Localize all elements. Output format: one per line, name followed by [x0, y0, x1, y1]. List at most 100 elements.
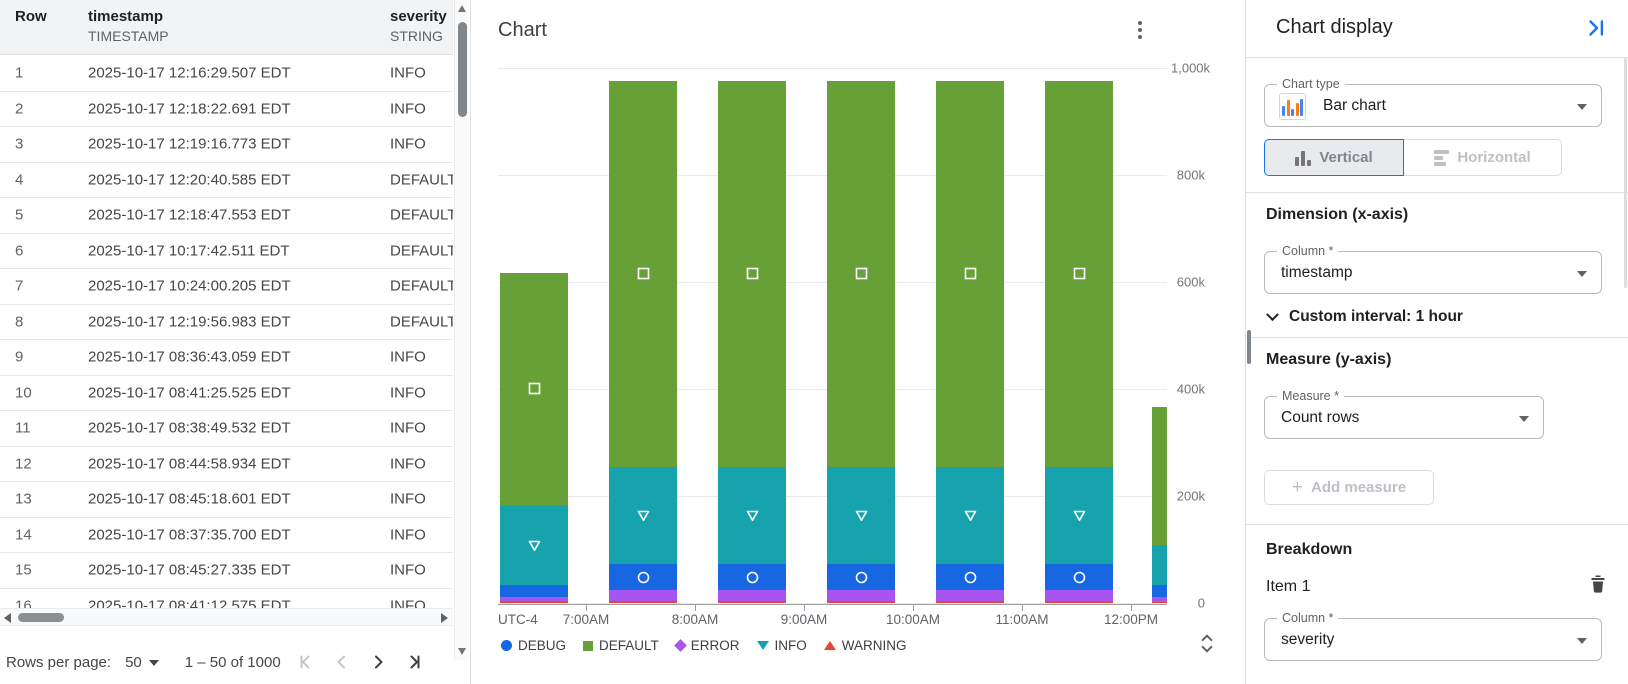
gridline — [498, 282, 1167, 283]
cell-row-number: 7 — [15, 277, 24, 295]
bar-segment-debug — [1152, 585, 1167, 598]
scroll-left-arrow-icon[interactable] — [4, 613, 11, 623]
y-axis-tick-label: 200k — [1176, 488, 1205, 504]
scroll-right-arrow-icon[interactable] — [441, 613, 448, 623]
circle-marker-icon — [964, 571, 976, 583]
gridline — [498, 68, 1167, 69]
cell-severity: DEFAULT — [390, 313, 453, 331]
last-page-button[interactable] — [403, 651, 425, 673]
rows-per-page-label: Rows per page: — [6, 653, 112, 671]
chevron-down-icon — [1266, 307, 1279, 321]
legend-square-icon — [583, 640, 594, 651]
dimension-column-select[interactable]: Column * timestamp — [1264, 244, 1602, 294]
column-name: timestamp — [88, 8, 164, 25]
cell-row-number: 11 — [15, 419, 31, 437]
table-body: 1 2025-10-17 12:16:29.507 EDT INFO 2 2025-10… — [0, 56, 453, 608]
x-axis-tick — [913, 605, 914, 611]
table-row: 8 2025-10-17 12:19:56.983 EDT DEFAULT — [0, 304, 453, 340]
table-row: 4 2025-10-17 12:20:40.585 EDT DEFAULT — [0, 162, 453, 198]
cell-row-number: 14 — [15, 526, 32, 544]
bar-segment-error — [500, 597, 568, 601]
legend-label: DEBUG — [518, 638, 567, 653]
table-horizontal-scrollbar[interactable] — [0, 608, 453, 626]
dropdown-caret-icon — [1577, 270, 1587, 277]
vertical-scrollbar-thumb[interactable] — [457, 22, 467, 117]
cell-severity: DEFAULT — [390, 171, 453, 189]
bar-segment-error — [827, 589, 895, 601]
x-axis-tick — [1131, 605, 1132, 611]
triangle-down-marker-icon — [528, 540, 540, 551]
delete-breakdown-icon[interactable] — [1586, 572, 1610, 596]
chart-type-value: Bar chart — [1323, 96, 1386, 114]
x-axis-tick-label: 12:00PM — [1103, 612, 1159, 627]
collapse-panel-icon[interactable] — [1584, 15, 1610, 41]
chart-panel: Chart 1,000k 800k 600k 400k 200k 0 UTC-4 7:00A… — [470, 0, 1245, 684]
scroll-down-arrow-icon[interactable] — [458, 648, 466, 655]
breakdown-section-heading: Breakdown — [1266, 541, 1353, 558]
chart-type-select[interactable]: Chart type Bar chart — [1264, 77, 1602, 127]
chart-options-menu-button[interactable] — [1131, 21, 1149, 43]
rows-per-page-value: 50 — [125, 653, 142, 671]
scroll-up-arrow-icon[interactable] — [458, 5, 466, 12]
cell-timestamp: 2025-10-17 08:37:35.700 EDT — [88, 526, 291, 544]
breakdown-column-select[interactable]: Column * severity — [1264, 611, 1602, 661]
legend-label: ERROR — [690, 638, 740, 653]
bar-segment-error — [718, 589, 786, 601]
cell-row-number: 10 — [15, 384, 32, 402]
divider — [1246, 524, 1628, 525]
cell-severity: INFO — [390, 526, 426, 544]
cell-timestamp: 2025-10-17 08:36:43.059 EDT — [88, 348, 291, 366]
x-axis-tick — [1022, 605, 1023, 611]
circle-marker-icon — [1073, 571, 1085, 583]
rows-per-page-select[interactable]: 50 — [125, 654, 159, 671]
triangle-down-marker-icon — [637, 510, 649, 522]
table-row: 3 2025-10-17 12:19:16.773 EDT INFO — [0, 127, 453, 163]
bar-segment-debug — [936, 564, 1004, 590]
column-name: severity — [390, 8, 447, 25]
panel-drag-handle[interactable] — [1247, 330, 1251, 364]
horizontal-toggle-button[interactable]: Horizontal — [1404, 139, 1562, 176]
custom-interval-label: Custom interval: 1 hour — [1289, 308, 1463, 325]
vertical-toggle-button[interactable]: Vertical — [1264, 139, 1404, 176]
stacked-bar — [500, 272, 568, 603]
bar-segment-info — [500, 505, 568, 586]
table-vertical-scrollbar[interactable] — [454, 0, 469, 660]
previous-page-button[interactable] — [331, 651, 353, 673]
cell-severity: INFO — [390, 100, 426, 118]
x-axis-tick-label: 10:00AM — [885, 612, 941, 627]
cell-severity: INFO — [390, 348, 426, 366]
measure-select[interactable]: Measure * Count rows — [1264, 389, 1544, 439]
x-axis-tick-label: 9:00AM — [780, 612, 828, 627]
bar-segment-info — [1152, 545, 1167, 586]
cell-timestamp: 2025-10-17 08:41:25.525 EDT — [88, 384, 291, 402]
custom-interval-expander[interactable]: Custom interval: 1 hour — [1266, 307, 1463, 326]
dropdown-caret-icon — [1519, 415, 1529, 422]
legend-circle-icon — [501, 640, 512, 651]
horizontal-bars-icon — [1434, 149, 1450, 166]
cell-row-number: 13 — [15, 490, 32, 508]
timezone-label: UTC-4 — [498, 612, 538, 627]
bar-segment-error — [1152, 597, 1167, 602]
next-page-button[interactable] — [367, 651, 389, 673]
cell-timestamp: 2025-10-17 12:19:56.983 EDT — [88, 313, 291, 331]
legend-triangle-down-icon — [756, 641, 769, 650]
settings-scrollbar-thumb[interactable] — [1624, 58, 1627, 288]
first-page-button[interactable] — [295, 651, 317, 673]
horizontal-scrollbar-thumb[interactable] — [18, 613, 64, 622]
cell-severity: DEFAULT — [390, 206, 453, 224]
cell-severity: INFO — [390, 384, 426, 402]
gridline — [498, 603, 1167, 604]
expand-chart-icon[interactable] — [1201, 633, 1215, 655]
pagination-range-label: 1 – 50 of 1000 — [184, 653, 281, 671]
cell-severity: DEFAULT — [390, 277, 453, 295]
table-row: 9 2025-10-17 08:36:43.059 EDT INFO — [0, 340, 453, 376]
cell-timestamp: 2025-10-17 10:24:00.205 EDT — [88, 277, 291, 295]
table-row: 10 2025-10-17 08:41:25.525 EDT INFO — [0, 375, 453, 411]
add-measure-button[interactable]: + Add measure — [1264, 470, 1434, 505]
bar-segment-debug — [609, 564, 677, 590]
column-type: TIMESTAMP — [88, 28, 169, 44]
cell-severity: DEFAULT — [390, 242, 453, 260]
bar-segment-debug — [500, 585, 568, 598]
divider — [1246, 57, 1628, 58]
dropdown-caret-icon — [1577, 637, 1587, 644]
